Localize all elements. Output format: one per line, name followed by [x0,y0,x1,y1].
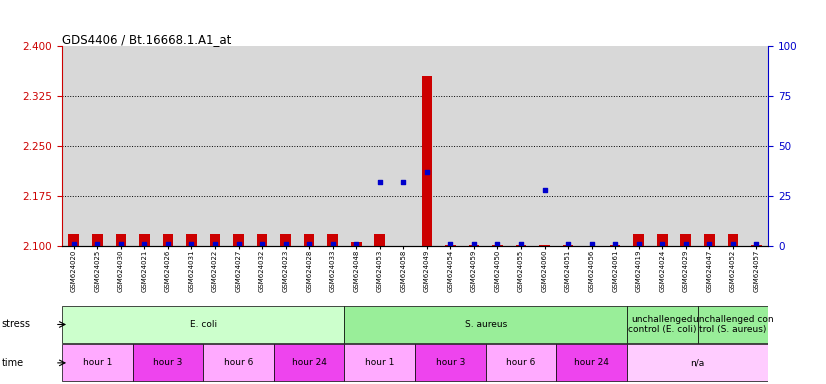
Bar [92,234,102,246]
Bar [697,306,768,343]
Point [114,241,127,247]
Bar [681,234,691,246]
Point [161,241,174,247]
Point [703,241,716,247]
Text: hour 1: hour 1 [365,358,395,367]
Bar [751,245,762,246]
Text: stress: stress [2,319,31,329]
Text: hour 1: hour 1 [83,358,112,367]
Bar [563,245,573,246]
Bar [274,344,344,381]
Point [302,241,316,247]
Bar [492,245,503,246]
Text: E. coli: E. coli [190,320,216,329]
Text: n/a: n/a [691,358,705,367]
Bar [344,306,627,343]
Bar [515,245,526,246]
Bar [728,234,738,246]
Point [420,169,434,175]
Text: S. aureus: S. aureus [464,320,507,329]
Bar [557,344,627,381]
Bar [468,245,479,246]
Point [609,241,622,247]
Bar [233,234,244,246]
Point [538,187,551,193]
Bar [374,234,385,246]
Point [67,241,80,247]
Bar [203,344,274,381]
Point [585,241,598,247]
Text: hour 3: hour 3 [435,358,465,367]
Bar [327,234,338,246]
Bar [634,234,644,246]
Point [726,241,739,247]
Point [750,241,763,247]
Point [491,241,504,247]
Bar [62,344,132,381]
Point [679,241,692,247]
Text: unchallenged
control (E. coli): unchallenged control (E. coli) [628,315,696,334]
Bar [586,246,597,247]
Text: hour 3: hour 3 [153,358,183,367]
Point [138,241,151,247]
Point [632,241,645,247]
Point [255,241,268,247]
Bar [704,234,714,246]
Bar [280,234,291,246]
Bar [132,344,203,381]
Point [656,241,669,247]
Bar [69,234,79,246]
Text: hour 6: hour 6 [224,358,254,367]
Point [232,241,245,247]
Text: time: time [2,358,24,368]
Bar [344,344,415,381]
Bar [627,344,768,381]
Bar [186,234,197,246]
Bar [257,234,268,246]
Point [326,241,339,247]
Text: unchallenged con
trol (S. aureus): unchallenged con trol (S. aureus) [692,315,773,334]
Point [373,179,387,185]
Bar [351,242,362,246]
Point [349,241,363,247]
Bar [539,245,550,246]
Bar [610,245,620,246]
Bar [210,234,221,246]
Text: hour 24: hour 24 [574,358,609,367]
Text: hour 6: hour 6 [506,358,536,367]
Bar [116,234,126,246]
Bar [445,245,456,246]
Text: GDS4406 / Bt.16668.1.A1_at: GDS4406 / Bt.16668.1.A1_at [62,33,231,46]
Point [515,241,528,247]
Point [91,241,104,247]
Bar [163,234,173,246]
Bar [657,234,667,246]
Point [396,179,410,185]
Text: hour 24: hour 24 [292,358,326,367]
Point [562,241,575,247]
Bar [627,306,697,343]
Point [279,241,292,247]
Point [444,241,457,247]
Point [185,241,198,247]
Bar [62,306,344,343]
Bar [398,246,409,256]
Bar [304,234,315,246]
Bar [139,234,150,246]
Bar [486,344,557,381]
Bar [421,76,432,246]
Bar [415,344,486,381]
Point [208,241,221,247]
Point [468,241,481,247]
